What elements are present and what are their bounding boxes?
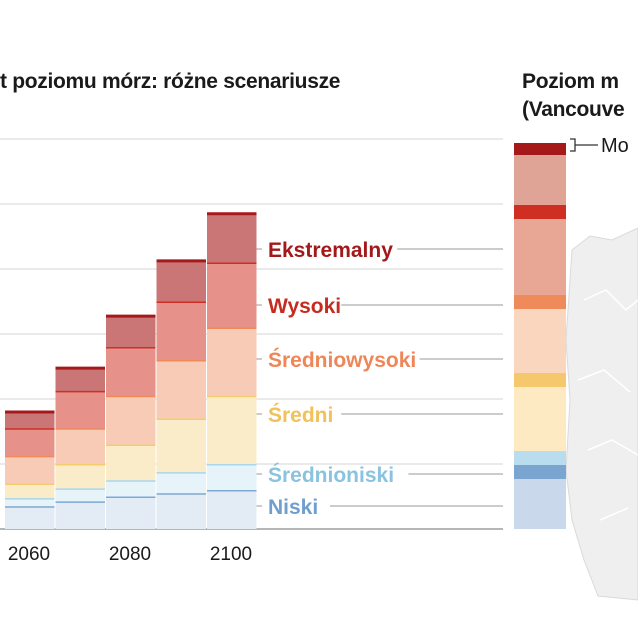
callout-label: Mo: [601, 135, 629, 157]
legend-label-1: Średnioniski: [268, 463, 394, 487]
bar-band-4-2060: [5, 428, 55, 456]
bar-band-5-2090: [156, 260, 206, 302]
legend-label-2: Średni: [268, 403, 333, 427]
map-background: [565, 227, 638, 601]
bar-band-2-2060: [5, 483, 55, 499]
right-panel-bar: [514, 143, 566, 529]
bar-band-2-2100: [207, 395, 257, 464]
right-bar-segment-0: [514, 479, 566, 529]
map-land: [565, 227, 638, 601]
legend-label-0: Niski: [268, 496, 318, 519]
bar-band-2-2070: [55, 464, 105, 489]
right-bar-segment-2: [514, 451, 566, 465]
panel-title-line2: (Vancouve: [522, 98, 625, 121]
chart-title: t poziomu mórz: różne scenariusze: [0, 70, 341, 93]
bar-band-4-2090: [156, 301, 206, 360]
bar-top-5-2090: [156, 259, 206, 263]
callout-group: Mo: [570, 135, 629, 157]
bar-band-2-2090: [156, 418, 206, 473]
callout-bracket: [570, 138, 576, 152]
bar-band-4-2070: [55, 390, 105, 429]
bar-band-0-2080: [106, 496, 156, 529]
bar-band-3-2090: [156, 360, 206, 419]
scenario-bars: [5, 212, 257, 529]
right-bar-segment-8: [514, 205, 566, 219]
legend-label-5: Ekstremalny: [268, 239, 393, 262]
tick-label-2060: 2060: [8, 544, 50, 565]
right-bar-segment-1: [514, 465, 566, 479]
bar-band-3-2080: [106, 395, 156, 445]
bar-band-1-2080: [106, 480, 156, 497]
bar-band-4-2100: [207, 262, 257, 328]
right-bar-segment-9: [514, 155, 566, 205]
bar-band-1-2070: [55, 488, 105, 502]
right-bar-segment-4: [514, 373, 566, 387]
right-bar-segment-5: [514, 309, 566, 373]
panel-title-line1: Poziom m: [522, 70, 619, 93]
bar-band-2-2080: [106, 444, 156, 481]
bar-band-3-2100: [207, 327, 257, 396]
bar-band-1-2060: [5, 498, 55, 507]
legend-label-3: Średniowysoki: [268, 348, 416, 372]
bar-band-5-2100: [207, 213, 257, 263]
bar-top-5-2060: [5, 410, 55, 414]
bar-band-0-2070: [55, 501, 105, 529]
bar-band-4-2080: [106, 347, 156, 396]
bar-top-5-2100: [207, 212, 257, 216]
bar-band-1-2100: [207, 464, 257, 490]
bar-band-5-2080: [106, 316, 156, 347]
right-bar-segment-10: [514, 143, 566, 155]
right-bar-segment-6: [514, 295, 566, 309]
bar-band-0-2100: [207, 490, 257, 529]
bar-band-3-2060: [5, 455, 55, 484]
bar-top-5-2070: [55, 366, 105, 370]
tick-label-2100: 2100: [210, 544, 252, 565]
tick-label-2080: 2080: [109, 544, 151, 565]
x-axis-ticks: 2060 2080 2100: [8, 544, 252, 565]
legend-label-4: Wysoki: [268, 295, 341, 318]
bar-band-3-2070: [55, 428, 105, 464]
scenario-labels: Niski Średnioniski Średni Średniowysoki Wyso…: [256, 239, 503, 519]
bar-band-5-2070: [55, 368, 105, 391]
right-bar-segment-3: [514, 387, 566, 451]
bar-band-0-2090: [156, 493, 206, 529]
map-borders: [577, 289, 638, 521]
bar-band-0-2060: [5, 506, 55, 529]
bar-top-5-2080: [106, 314, 156, 318]
right-bar-segment-7: [514, 219, 566, 295]
bar-band-5-2060: [5, 412, 55, 429]
bar-band-1-2090: [156, 472, 206, 494]
